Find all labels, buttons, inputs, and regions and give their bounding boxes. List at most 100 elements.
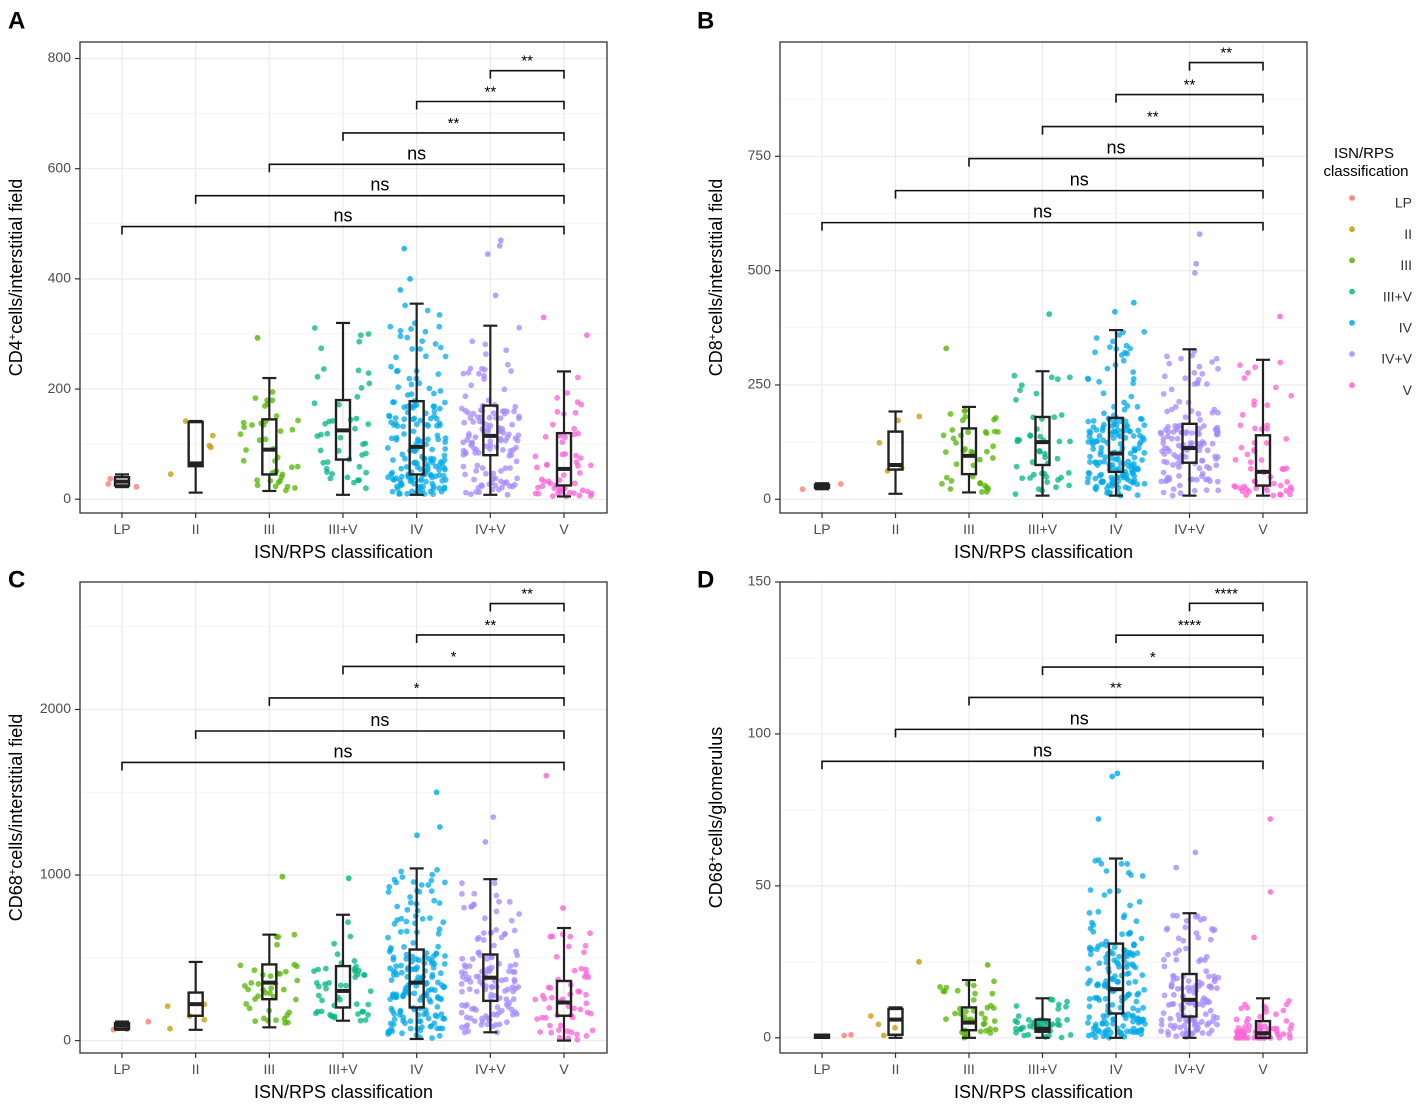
data-point-iv [435, 979, 441, 986]
data-point-iii [237, 431, 244, 438]
data-point-v [1256, 1021, 1263, 1028]
y-axis-title: CD8+cells/interstitial field [706, 179, 726, 377]
data-point-iv [393, 963, 400, 970]
data-point-iv [1116, 465, 1122, 472]
data-point-ivplusv [1201, 423, 1207, 429]
outlier-point [1267, 889, 1274, 895]
data-point-iiiplusv [1055, 477, 1061, 483]
box-iqr [261, 418, 278, 476]
data-point-ivplusv [1188, 430, 1195, 436]
data-point-iii [282, 968, 289, 975]
significance-label: **** [1215, 585, 1239, 602]
x-tick-label: IV+V [1174, 1061, 1205, 1077]
legend-key-v [1349, 382, 1355, 389]
data-point-ivplusv [465, 369, 472, 376]
data-point-v [587, 462, 594, 469]
data-point-ivplusv [1166, 360, 1173, 367]
data-point-iv [1122, 484, 1129, 491]
legend-key-iii [1349, 257, 1355, 264]
data-point-v [1277, 359, 1284, 366]
data-point-iiiplusv [356, 463, 363, 470]
data-point-iiiplusv [362, 1017, 369, 1023]
data-point-ivplusv [1204, 463, 1210, 470]
data-point-iv [438, 996, 444, 1003]
x-axis-title: ISN/RPS classification [954, 542, 1133, 562]
data-point-iv [1141, 480, 1148, 487]
data-point-iv [1127, 902, 1133, 909]
data-point-iii [237, 962, 244, 969]
data-point-v [573, 1031, 580, 1038]
boxplot-iv [408, 302, 425, 496]
outlier-point [1192, 849, 1199, 856]
box-iqr [960, 1006, 978, 1032]
data-point-iii [254, 477, 260, 484]
data-point-iiiplusv [311, 400, 318, 407]
comparison-bracket: **** [1115, 617, 1264, 644]
data-point-ivplusv [472, 450, 479, 456]
data-point-ivplusv [497, 435, 504, 442]
data-point-iii [269, 397, 276, 404]
outlier-point [1173, 864, 1180, 871]
data-point-ivplusv [1202, 1011, 1209, 1018]
data-point-ivplusv [1213, 355, 1220, 362]
data-point-ivplusv [1171, 452, 1178, 458]
panel-label: D [697, 566, 714, 593]
data-point-iii [937, 984, 943, 990]
data-point-iv [425, 882, 432, 888]
data-point-iv [406, 375, 413, 382]
data-point-iv [425, 1015, 432, 1022]
data-point-iv [385, 474, 391, 481]
data-point-v [573, 452, 579, 459]
data-point-iiiplusv [322, 965, 329, 972]
data-point-iv [431, 412, 437, 419]
data-point-iv [399, 451, 406, 458]
data-point-ivplusv [469, 1006, 475, 1012]
data-point-iv [421, 1011, 427, 1018]
data-point-iiiplusv [363, 450, 369, 457]
data-point-iv [1090, 922, 1097, 928]
outlier-point [437, 824, 443, 830]
significance-label: ** [448, 115, 460, 132]
data-point-v [542, 433, 549, 440]
boxplot-iiiplusv [334, 321, 352, 496]
data-point-ivplusv [511, 969, 518, 976]
x-tick-label: II [892, 521, 900, 537]
data-point-ivplusv [1169, 492, 1176, 499]
data-point-iv [1101, 458, 1108, 465]
boxplot-lp [813, 1033, 831, 1040]
data-point-v [1253, 485, 1259, 492]
x-tick-label: V [1258, 1061, 1268, 1077]
data-point-ivplusv [459, 974, 466, 980]
data-point-iv [1134, 403, 1141, 410]
data-point-ivplusv [512, 403, 519, 410]
box-iqr [555, 431, 573, 487]
data-point-iii [992, 1026, 999, 1033]
data-point-iv [400, 1017, 406, 1024]
data-point-iv [1086, 1003, 1093, 1010]
data-point-ivplusv [1174, 424, 1181, 431]
data-point-iiiplusv [1011, 372, 1018, 379]
data-point-lp [841, 1032, 847, 1039]
data-point-iv [409, 346, 416, 352]
data-point-ivplusv [458, 981, 465, 987]
data-point-v [1288, 1022, 1295, 1028]
data-point-iiiplusv [351, 479, 357, 486]
data-point-ivplusv [1211, 406, 1218, 413]
data-point-iv [439, 477, 446, 484]
data-point-iv [1124, 861, 1131, 867]
outlier-point [492, 292, 499, 299]
bracket-line [489, 69, 565, 79]
data-point-iv [432, 1012, 439, 1019]
data-point-ii [876, 439, 883, 446]
data-point-ivplusv [508, 1006, 515, 1013]
outlier-point [433, 789, 440, 796]
y-tick-label: 0 [763, 1029, 771, 1045]
outlier-point [1112, 308, 1118, 315]
data-point-iv [399, 473, 405, 480]
data-point-iv [442, 466, 448, 473]
data-point-v [568, 1029, 575, 1036]
boxplot-v [555, 926, 573, 1042]
data-point-iv [1110, 338, 1116, 345]
data-point-iv [1138, 935, 1145, 942]
data-point-iiiplusv [1016, 437, 1023, 443]
